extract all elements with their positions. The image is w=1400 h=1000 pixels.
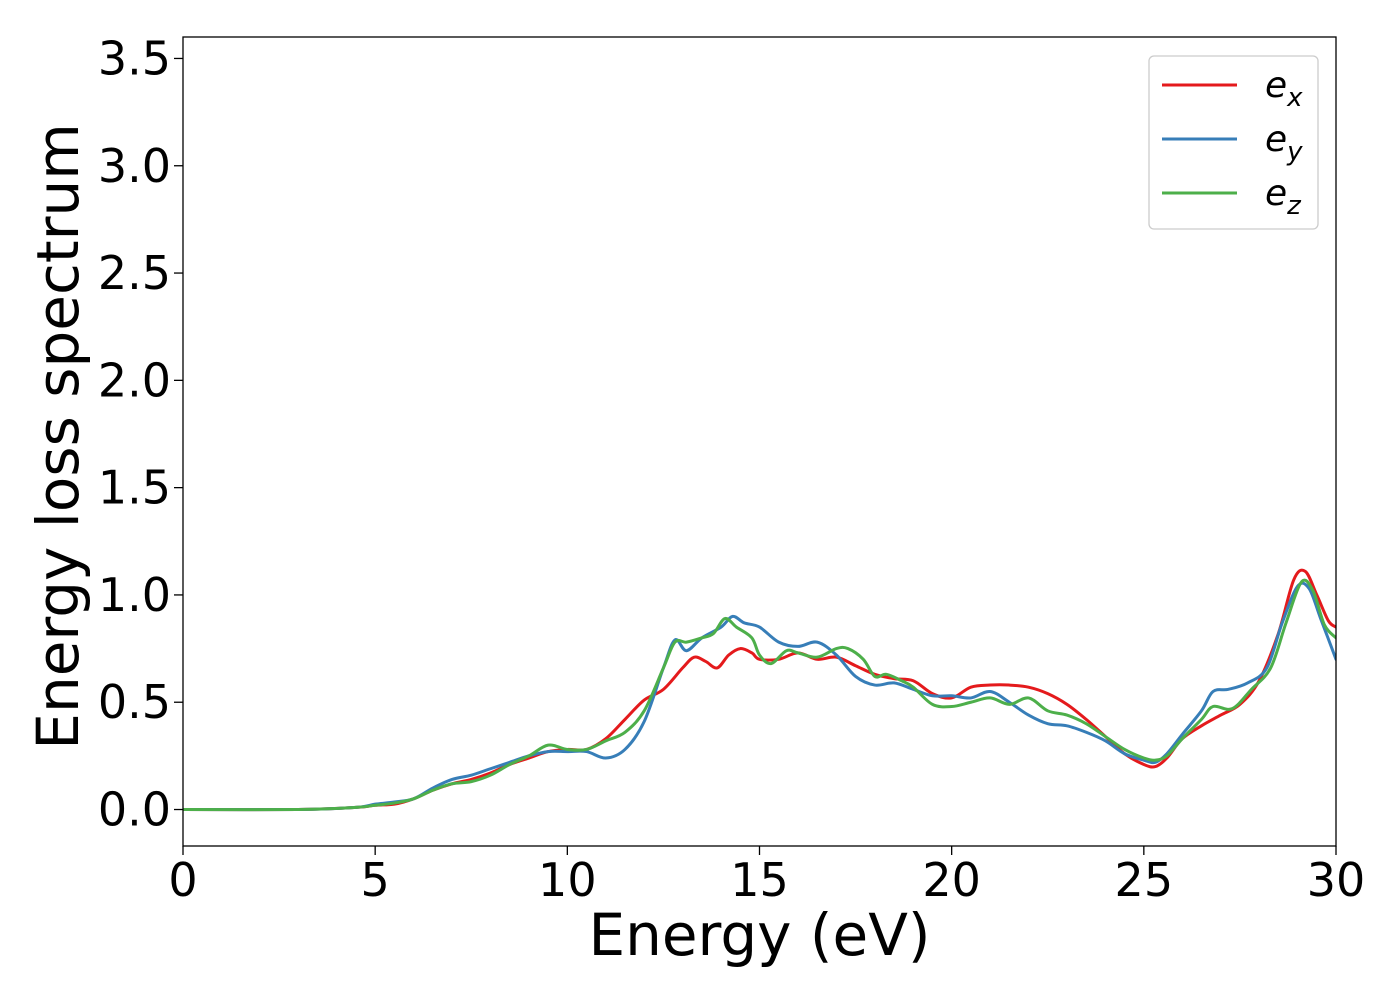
legend-box	[1148, 55, 1319, 230]
x-axis-label: Energy (eV)	[588, 901, 930, 969]
legend: ex ey ez	[1148, 55, 1319, 230]
y-axis-ticks: 0.0 0.5 1.0 1.5 2.0 2.5 3.0 3.5	[98, 31, 183, 837]
x-tick-label: 20	[922, 853, 981, 907]
x-tick-label: 25	[1115, 853, 1174, 907]
plot-frame	[182, 36, 1337, 847]
x-tick-label: 0	[168, 853, 197, 907]
y-tick-label: 0.5	[98, 675, 171, 729]
series-line-ey	[183, 581, 1336, 812]
x-tick-label: 30	[1307, 853, 1366, 907]
y-tick-label: 1.0	[98, 568, 171, 622]
legend-label-ex: ex	[1265, 65, 1303, 113]
series-line-ez	[183, 578, 1336, 812]
x-tick-label: 5	[361, 853, 390, 907]
y-tick-label: 1.5	[98, 461, 171, 515]
series-line-ex	[183, 568, 1336, 812]
legend-label-ey: ey	[1265, 119, 1303, 167]
x-tick-label: 10	[538, 853, 597, 907]
x-tick-label: 15	[730, 853, 789, 907]
y-tick-label: 0.0	[98, 783, 171, 837]
y-tick-label: 3.5	[98, 31, 171, 85]
y-tick-label: 2.0	[98, 353, 171, 407]
y-axis-label: Energy loss spectrum	[24, 123, 92, 749]
y-tick-label: 2.5	[98, 246, 171, 300]
legend-label-ez: ez	[1265, 173, 1302, 221]
y-tick-label: 3.0	[98, 139, 171, 193]
plot-lines	[183, 568, 1336, 812]
x-axis-ticks: 0 5 10 15 20 25 30	[168, 846, 1365, 907]
